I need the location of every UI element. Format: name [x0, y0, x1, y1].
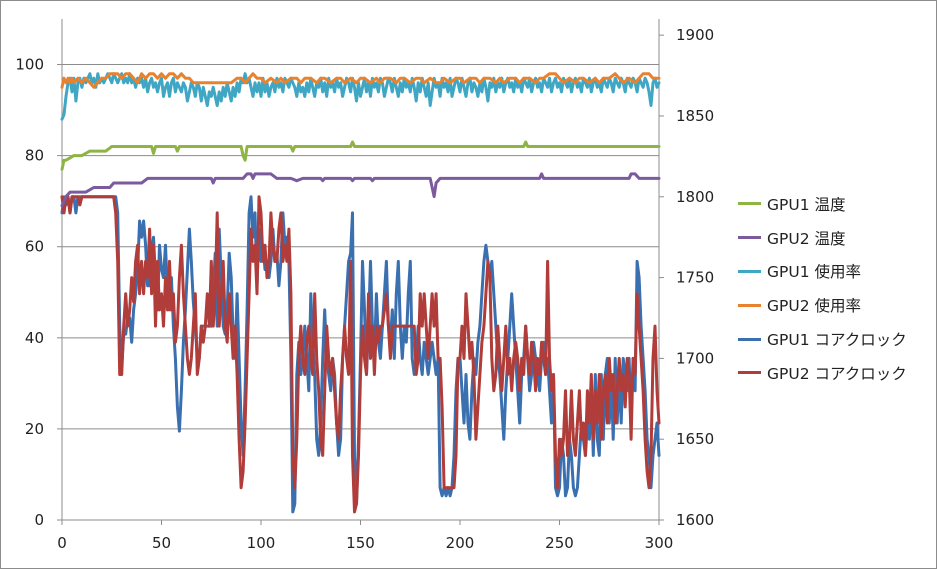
- legend-item: GPU1 使用率: [738, 255, 934, 289]
- legend-swatch: [738, 202, 761, 206]
- legend-swatch: [738, 371, 761, 375]
- legend-swatch: [738, 303, 761, 307]
- legend-item: GPU2 使用率: [738, 288, 934, 322]
- y-right-tick-label: 1850: [676, 107, 714, 125]
- x-tick-label: 300: [645, 534, 674, 552]
- x-tick-label: 50: [152, 534, 171, 552]
- series-line-3: [60, 72, 661, 121]
- y-left-tick-label: 60: [25, 238, 44, 256]
- legend-label: GPU2 コアクロック: [767, 364, 907, 383]
- legend-label: GPU1 温度: [767, 195, 846, 214]
- y-right-tick-label: 1750: [676, 269, 714, 287]
- legend-item: GPU2 温度: [738, 221, 934, 255]
- legend-swatch: [738, 236, 761, 240]
- y-right-tick-label: 1700: [676, 349, 714, 367]
- y-right-tick-label: 1800: [676, 188, 714, 206]
- y-right-tick-label: 1600: [676, 511, 714, 529]
- legend: GPU1 温度 GPU2 温度 GPU1 使用率 GPU2 使用率 GPU1 コアクロッ…: [738, 187, 934, 390]
- x-tick-label: 150: [346, 534, 375, 552]
- y-left-tick-label: 20: [25, 420, 44, 438]
- legend-label: GPU2 温度: [767, 229, 846, 248]
- y-left-tick-label: 100: [15, 56, 44, 74]
- y-left-tick-label: 0: [34, 511, 44, 529]
- x-tick-label: 0: [57, 534, 67, 552]
- x-tick-label: 250: [545, 534, 574, 552]
- legend-label: GPU1 コアクロック: [767, 331, 907, 350]
- series-line-1: [60, 140, 661, 171]
- y-right-tick-label: 1650: [676, 430, 714, 448]
- x-tick-label: 200: [446, 534, 475, 552]
- x-tick-label: 100: [247, 534, 276, 552]
- series-line-6: [60, 195, 661, 514]
- y-left-tick-label: 80: [25, 147, 44, 165]
- legend-label: GPU2 使用率: [767, 297, 861, 316]
- series-line-4: [60, 72, 661, 89]
- series-line-2: [60, 172, 661, 208]
- y-left-tick-label: 40: [25, 329, 44, 347]
- legend-item: GPU2 コアクロック: [738, 356, 934, 390]
- legend-label: GPU1 使用率: [767, 263, 861, 282]
- legend-item: GPU1 温度: [738, 187, 934, 221]
- legend-item: GPU1 コアクロック: [738, 322, 934, 356]
- y-right-tick-label: 1900: [676, 26, 714, 44]
- legend-swatch: [738, 269, 761, 273]
- legend-swatch: [738, 337, 761, 341]
